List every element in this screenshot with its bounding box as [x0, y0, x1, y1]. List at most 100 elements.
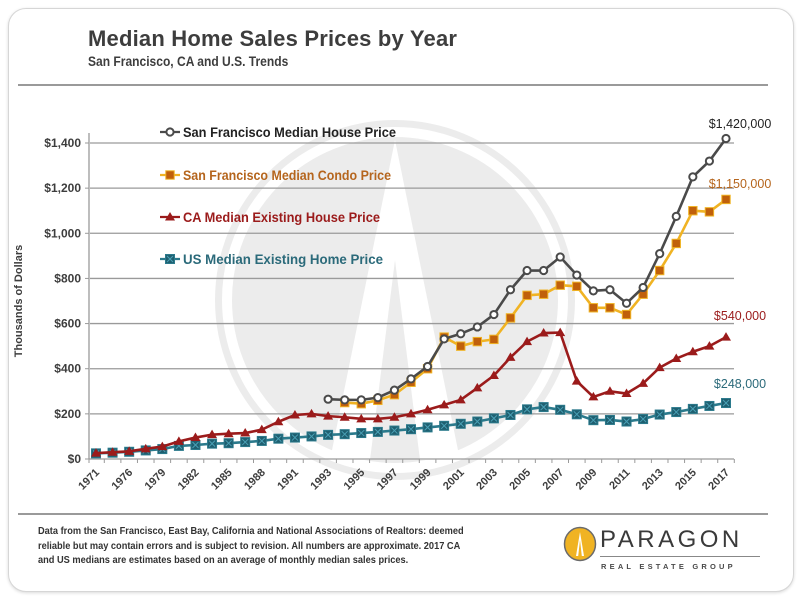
data-point-cross — [540, 403, 547, 411]
data-point — [289, 409, 300, 419]
footnote-line: Data from the San Francisco, East Bay, C… — [38, 525, 464, 537]
data-point — [555, 252, 565, 262]
y-tick-label: $1,000 — [44, 226, 81, 240]
data-point-cross — [357, 429, 365, 437]
data-point — [165, 212, 175, 221]
data-point — [422, 404, 433, 414]
data-point-cross — [590, 416, 597, 424]
data-point-cross — [291, 434, 299, 441]
x-tick-label: 1993 — [308, 467, 334, 493]
data-point — [522, 404, 533, 415]
data-point-cross — [424, 424, 431, 431]
data-point — [207, 438, 218, 449]
data-point — [588, 286, 598, 296]
data-point — [456, 329, 466, 339]
legend-item: San Francisco Median Condo Price — [160, 168, 391, 183]
series-group — [91, 133, 731, 459]
footnote-line: and US medians are estimates based on an… — [38, 554, 409, 566]
brand-tagline: REAL ESTATE GROUP — [601, 562, 736, 571]
x-tick-label: 2005 — [507, 467, 533, 493]
brand-divider — [600, 556, 760, 557]
x-tick-label: 2009 — [574, 467, 600, 493]
data-point — [621, 298, 632, 308]
data-point — [721, 133, 731, 144]
data-point — [422, 422, 433, 433]
x-tick-label: 1976 — [109, 467, 135, 493]
data-point — [721, 398, 731, 409]
x-tick-label: 1988 — [242, 467, 268, 493]
data-point — [704, 341, 715, 350]
data-point — [522, 265, 532, 276]
data-point — [406, 374, 416, 384]
data-point — [555, 404, 566, 415]
data-point — [505, 409, 516, 420]
x-tick-label: 1979 — [143, 467, 169, 493]
data-point — [273, 416, 284, 426]
data-point-cross — [656, 411, 664, 418]
data-point — [256, 424, 267, 434]
data-point — [522, 290, 532, 301]
data-point — [165, 127, 175, 137]
series-san-francisco-median-house-price — [323, 133, 731, 405]
x-tick-label: 1971 — [76, 467, 102, 493]
data-point — [140, 443, 151, 453]
data-point — [605, 303, 615, 313]
data-point-cross — [374, 428, 382, 436]
data-point-cross — [523, 405, 531, 413]
data-point-cross — [706, 402, 713, 410]
data-point — [671, 353, 682, 363]
data-point — [323, 429, 334, 440]
data-point — [356, 395, 366, 405]
data-point — [638, 378, 649, 387]
legend-label: San Francisco Median Condo Price — [183, 168, 391, 183]
data-point — [687, 403, 698, 414]
data-point — [372, 426, 383, 437]
data-point — [505, 313, 516, 323]
data-point-cross — [208, 440, 216, 448]
data-point — [555, 280, 565, 290]
footnote-line: reliable but may contain errors and is s… — [38, 539, 461, 552]
data-point — [654, 265, 665, 276]
data-point — [157, 441, 168, 451]
data-point — [323, 411, 334, 420]
data-point — [604, 414, 615, 425]
data-point — [207, 429, 218, 439]
data-point — [165, 254, 175, 264]
data-point — [654, 409, 665, 420]
data-point-cross — [623, 418, 630, 425]
y-tick-label: $1,200 — [44, 181, 81, 195]
data-point-cross — [341, 430, 349, 438]
x-tick-label: 2015 — [673, 467, 699, 493]
data-point — [373, 393, 383, 403]
data-point — [539, 265, 549, 276]
source-footnote: Data from the San Francisco, East Bay, C… — [38, 524, 496, 568]
data-point-cross — [258, 437, 266, 445]
data-point-cross — [166, 255, 174, 263]
data-point — [472, 322, 482, 332]
data-point — [655, 249, 665, 259]
data-point-cross — [308, 433, 315, 440]
data-point — [671, 211, 681, 221]
data-point — [339, 412, 350, 421]
data-point — [356, 428, 367, 439]
data-point — [555, 327, 566, 337]
y-tick-label: $600 — [54, 317, 81, 331]
data-point — [687, 346, 698, 356]
chart-title: Median Home Sales Prices by Year — [88, 26, 458, 51]
y-axis-title: Thousands of Dollars — [13, 245, 25, 357]
end-value-label: $540,000 — [714, 309, 766, 323]
data-point — [472, 336, 483, 347]
data-point — [439, 420, 450, 431]
data-point-cross — [407, 425, 415, 433]
data-point — [621, 388, 632, 398]
data-point — [173, 436, 184, 445]
data-point — [439, 334, 449, 344]
data-point-cross — [606, 416, 614, 424]
x-tick-label: 1985 — [209, 467, 235, 493]
data-point-cross — [324, 431, 332, 439]
data-point — [721, 194, 731, 205]
data-point-cross — [507, 411, 514, 419]
x-tick-label: 2017 — [706, 467, 732, 493]
data-point — [323, 394, 333, 404]
watermark-logo — [215, 120, 575, 480]
